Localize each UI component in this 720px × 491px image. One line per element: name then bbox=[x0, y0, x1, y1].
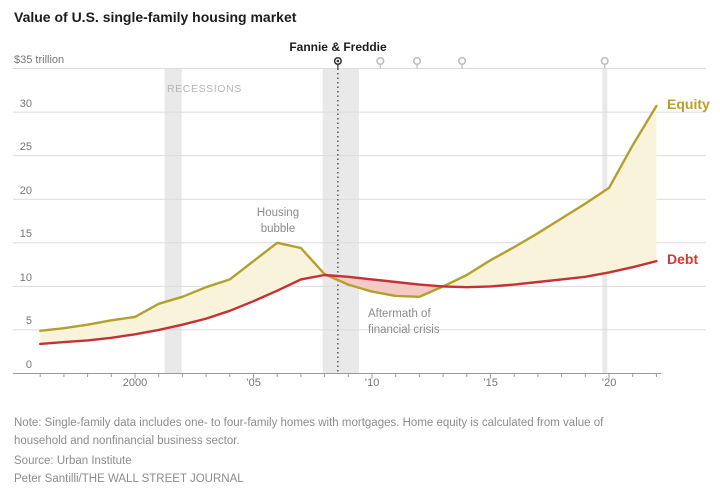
debt-series-label: Debt bbox=[667, 251, 699, 267]
area-fill bbox=[327, 275, 444, 297]
annotation-line: Housing bbox=[256, 207, 300, 219]
event-pin-icon[interactable] bbox=[376, 56, 385, 66]
y-axis-tick-label: 5 bbox=[25, 315, 32, 328]
fannie-freddie-annotation: Fannie & Freddie bbox=[289, 40, 387, 54]
source-line: Source: Urban Institute bbox=[14, 455, 132, 467]
y-axis-tick-label: 30 bbox=[19, 97, 32, 110]
y-axis-tick-label: 10 bbox=[19, 271, 32, 284]
plot-area bbox=[13, 56, 706, 379]
event-pin-icon[interactable] bbox=[600, 56, 609, 66]
aftermath-annotation: Aftermath of financial crisis bbox=[368, 306, 440, 338]
y-axis-tick-label: 20 bbox=[19, 184, 32, 197]
area-fill bbox=[443, 106, 657, 288]
chart-title: Value of U.S. single-family housing mark… bbox=[14, 9, 297, 25]
x-axis-tick-label: ’10 bbox=[364, 377, 380, 389]
area-fill bbox=[40, 242, 327, 344]
annotation-line: bubble bbox=[260, 223, 296, 235]
y-axis-tick-label: 15 bbox=[19, 228, 32, 241]
credit-line: Peter Santilli/THE WALL STREET JOURNAL bbox=[14, 473, 244, 485]
event-pin-icon[interactable] bbox=[412, 56, 422, 66]
recessions-label: RECESSIONS bbox=[167, 83, 242, 95]
x-axis-tick-label: 2000 bbox=[122, 377, 148, 389]
housing-bubble-annotation: Housing bubble bbox=[218, 205, 338, 237]
x-axis-tick-label: ’05 bbox=[246, 377, 261, 389]
equity-series-label: Equity bbox=[667, 96, 710, 112]
x-axis-tick-label: ’15 bbox=[483, 377, 498, 389]
footer: Note: Single-family data includes one- t… bbox=[14, 414, 603, 488]
event-pin-dot bbox=[336, 59, 340, 63]
recession-band bbox=[322, 68, 359, 374]
y-axis-unit-label: $35 trillion bbox=[14, 54, 65, 66]
annotation-line: Aftermath of bbox=[368, 308, 431, 320]
y-axis-tick-label: 0 bbox=[25, 359, 32, 371]
footnote-line: household and nonfinancial business sect… bbox=[14, 435, 240, 447]
debt-line bbox=[39, 259, 658, 346]
y-axis-tick-label: 25 bbox=[19, 141, 32, 154]
annotation-line: financial crisis bbox=[368, 324, 440, 336]
footnote-line: Note: Single-family data includes one- t… bbox=[14, 417, 604, 429]
equity-line bbox=[39, 104, 658, 332]
x-axis-tick-label: ’20 bbox=[601, 377, 617, 389]
event-pin-icon[interactable] bbox=[458, 56, 467, 66]
